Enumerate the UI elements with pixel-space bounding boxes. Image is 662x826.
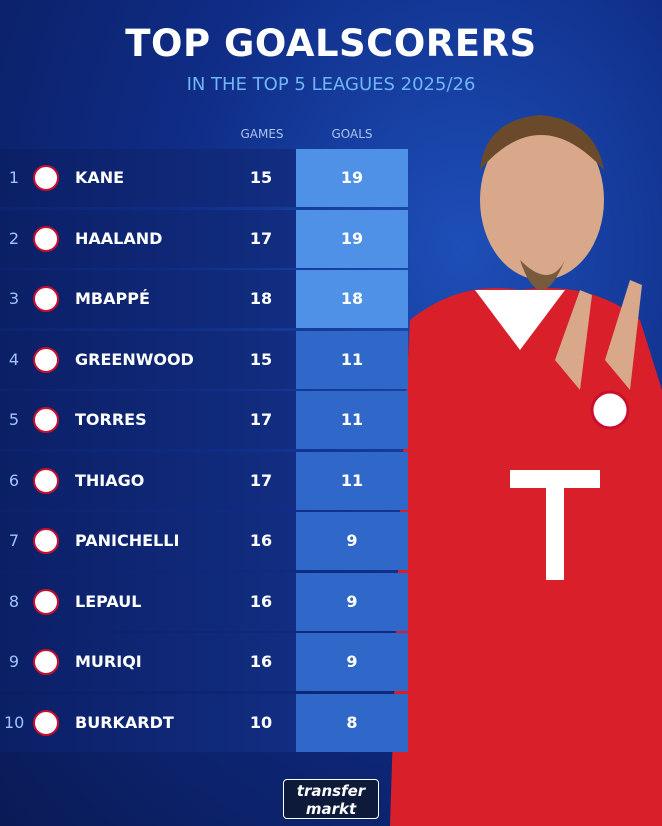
rank: 7 bbox=[8, 531, 20, 550]
club-badge bbox=[33, 225, 59, 252]
brand-logo: transfer markt bbox=[283, 779, 379, 819]
goals: 19 bbox=[296, 149, 408, 207]
table-row: 5 TORRES 17 11 bbox=[0, 391, 408, 449]
games: 16 bbox=[249, 531, 273, 550]
table-row: 4 GREENWOOD 15 11 bbox=[0, 330, 408, 389]
table-row: 7 PANICHELLI 16 9 bbox=[0, 512, 408, 570]
column-header: GAMES bbox=[240, 127, 284, 141]
goals: 9 bbox=[296, 572, 408, 631]
games: 15 bbox=[249, 168, 273, 187]
table-row: 8 LEPAUL 16 9 bbox=[0, 572, 408, 631]
table-row: 2 HAALAND 17 19 bbox=[0, 209, 408, 268]
games: 17 bbox=[249, 470, 273, 490]
club-badge bbox=[33, 709, 59, 736]
player-name: LEPAUL bbox=[75, 591, 142, 611]
player-name: HAALAND bbox=[75, 228, 163, 248]
club-badge bbox=[33, 649, 59, 675]
table-row: 9 MURIQI 16 9 bbox=[0, 633, 408, 691]
table-row: 10 BURKARDT 10 8 bbox=[0, 693, 408, 752]
goals: 19 bbox=[296, 209, 408, 268]
player-name: MURIQI bbox=[75, 652, 142, 671]
player-name: THIAGO bbox=[75, 470, 145, 490]
games: 16 bbox=[249, 591, 273, 611]
player-name: PANICHELLI bbox=[75, 531, 180, 550]
subtitle: IN THE TOP 5 LEAGUES 2025/26 bbox=[186, 74, 476, 95]
games: 17 bbox=[249, 228, 273, 248]
player-name: GREENWOOD bbox=[75, 349, 194, 369]
rank: 1 bbox=[8, 168, 20, 187]
games: 17 bbox=[249, 410, 273, 429]
rank: 8 bbox=[8, 591, 20, 611]
table-row: 1 KANE 15 19 bbox=[0, 149, 408, 207]
club-badge bbox=[33, 286, 59, 312]
rank: 5 bbox=[8, 410, 20, 429]
player-photo bbox=[390, 115, 662, 826]
rank: 3 bbox=[8, 289, 20, 308]
rank: 2 bbox=[8, 228, 20, 248]
rank: 10 bbox=[4, 712, 25, 732]
rank: 4 bbox=[8, 349, 20, 369]
games: 16 bbox=[249, 652, 273, 671]
goals: 18 bbox=[296, 270, 408, 328]
logo-text: transfer bbox=[296, 782, 366, 800]
club-badge bbox=[33, 528, 59, 554]
title: TOP GOALSCORERS bbox=[125, 22, 537, 65]
player-name: BURKARDT bbox=[75, 712, 174, 732]
games: 18 bbox=[249, 289, 273, 308]
logo-text: markt bbox=[305, 800, 357, 818]
rank: 6 bbox=[8, 470, 20, 490]
table-row: 6 THIAGO 17 11 bbox=[0, 451, 408, 510]
player-name: MBAPPÉ bbox=[75, 289, 150, 308]
table-row: 3 MBAPPÉ 18 18 bbox=[0, 270, 408, 328]
player-name: TORRES bbox=[75, 410, 147, 429]
club-badge bbox=[33, 467, 59, 494]
club-badge bbox=[33, 165, 59, 191]
club-badge bbox=[33, 346, 59, 373]
games: 15 bbox=[249, 349, 273, 369]
column-header: GOALS bbox=[331, 127, 373, 141]
goals: 11 bbox=[296, 391, 408, 449]
goals: 8 bbox=[296, 693, 408, 752]
rank: 9 bbox=[8, 652, 20, 671]
table: 1 KANE 15 19 2 HAALAND 17 19 3 MBAPPÉ 18 18 4 GREENWO… bbox=[0, 149, 408, 754]
games: 10 bbox=[249, 712, 273, 732]
goals: 11 bbox=[296, 451, 408, 510]
goals: 11 bbox=[296, 330, 408, 389]
club-badge bbox=[33, 588, 59, 615]
player-name: KANE bbox=[75, 168, 125, 187]
goals: 9 bbox=[296, 633, 408, 691]
club-badge bbox=[33, 407, 59, 433]
goals: 9 bbox=[296, 512, 408, 570]
